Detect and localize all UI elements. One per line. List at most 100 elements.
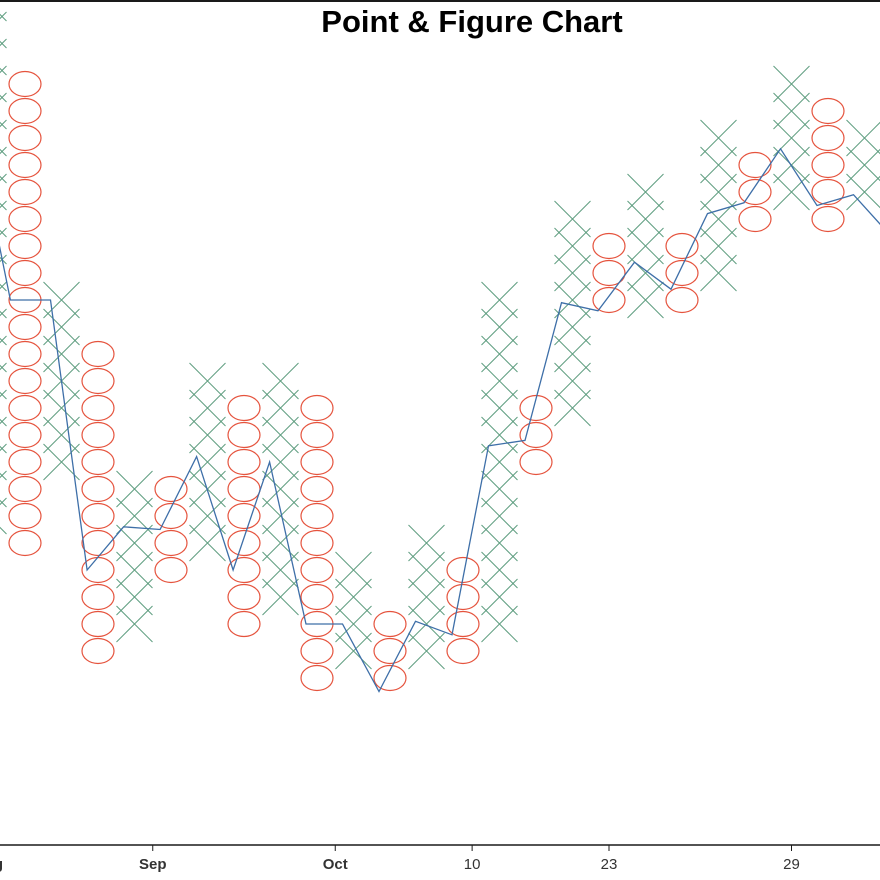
x-axis-ticks: AugSepOct102329Nov21 bbox=[0, 845, 800, 873]
x-mark bbox=[0, 416, 7, 454]
o-mark bbox=[8, 259, 42, 287]
o-mark bbox=[81, 529, 115, 557]
x-mark bbox=[481, 389, 518, 427]
o-mark bbox=[81, 448, 115, 476]
x-mark bbox=[189, 416, 226, 454]
o-mark bbox=[227, 394, 261, 422]
o-mark bbox=[300, 637, 334, 665]
x-mark bbox=[0, 92, 7, 130]
o-mark bbox=[592, 286, 626, 314]
x-tick-label: 10 bbox=[464, 856, 481, 873]
o-mark bbox=[300, 394, 334, 422]
o-mark bbox=[8, 313, 42, 341]
x-mark bbox=[554, 335, 591, 373]
o-mark bbox=[81, 610, 115, 638]
o-mark bbox=[300, 556, 334, 584]
o-mark bbox=[665, 259, 699, 287]
x-mark bbox=[481, 470, 518, 508]
o-mark bbox=[227, 529, 261, 557]
x-mark bbox=[554, 200, 591, 238]
x-mark bbox=[627, 200, 664, 238]
o-mark bbox=[738, 178, 772, 206]
x-mark bbox=[481, 335, 518, 373]
o-mark bbox=[8, 448, 42, 476]
x-mark bbox=[262, 524, 299, 562]
o-mark bbox=[227, 502, 261, 530]
x-mark bbox=[262, 362, 299, 400]
o-mark bbox=[81, 421, 115, 449]
x-mark bbox=[773, 65, 810, 103]
o-mark bbox=[154, 502, 188, 530]
o-mark bbox=[227, 556, 261, 584]
x-mark bbox=[554, 254, 591, 292]
x-mark bbox=[0, 497, 7, 535]
x-mark bbox=[554, 389, 591, 427]
o-mark bbox=[8, 340, 42, 368]
o-mark bbox=[8, 70, 42, 98]
o-mark bbox=[8, 151, 42, 179]
x-mark bbox=[700, 119, 737, 157]
x-mark bbox=[773, 92, 810, 130]
x-mark bbox=[262, 443, 299, 481]
x-mark bbox=[408, 524, 445, 562]
o-mark bbox=[227, 583, 261, 611]
o-mark bbox=[592, 259, 626, 287]
x-mark bbox=[0, 173, 7, 211]
x-mark bbox=[700, 146, 737, 184]
o-mark bbox=[8, 475, 42, 503]
o-mark bbox=[154, 475, 188, 503]
o-mark bbox=[227, 475, 261, 503]
x-mark bbox=[335, 578, 372, 616]
o-mark bbox=[154, 529, 188, 557]
o-mark bbox=[519, 421, 553, 449]
chart-title: Point & Figure Chart bbox=[321, 4, 623, 39]
x-mark bbox=[262, 497, 299, 535]
o-mark bbox=[8, 502, 42, 530]
x-mark bbox=[43, 335, 80, 373]
o-mark bbox=[8, 205, 42, 233]
x-mark bbox=[262, 389, 299, 427]
x-mark bbox=[700, 173, 737, 211]
x-mark bbox=[116, 470, 153, 508]
x-mark bbox=[43, 389, 80, 427]
x-mark bbox=[262, 416, 299, 454]
o-mark bbox=[738, 205, 772, 233]
o-mark bbox=[300, 502, 334, 530]
x-mark bbox=[0, 119, 7, 157]
x-mark bbox=[0, 443, 7, 481]
o-mark bbox=[446, 637, 480, 665]
o-mark bbox=[8, 529, 42, 557]
x-mark bbox=[846, 173, 880, 211]
o-mark bbox=[446, 583, 480, 611]
o-mark bbox=[81, 583, 115, 611]
x-mark bbox=[0, 281, 7, 319]
x-mark bbox=[43, 416, 80, 454]
o-mark bbox=[300, 421, 334, 449]
x-mark bbox=[0, 254, 7, 292]
o-mark bbox=[373, 637, 407, 665]
x-mark bbox=[481, 416, 518, 454]
x-mark bbox=[0, 389, 7, 427]
o-mark bbox=[81, 367, 115, 395]
o-mark bbox=[227, 610, 261, 638]
x-mark bbox=[627, 173, 664, 211]
o-mark bbox=[154, 556, 188, 584]
o-mark bbox=[300, 529, 334, 557]
x-mark bbox=[116, 578, 153, 616]
o-mark bbox=[811, 205, 845, 233]
x-mark bbox=[262, 578, 299, 616]
o-mark bbox=[592, 232, 626, 260]
x-mark bbox=[262, 470, 299, 508]
x-mark bbox=[481, 551, 518, 589]
x-mark bbox=[0, 470, 7, 508]
x-mark bbox=[0, 335, 7, 373]
o-mark bbox=[811, 97, 845, 125]
x-mark bbox=[189, 389, 226, 427]
x-mark bbox=[481, 605, 518, 643]
o-mark bbox=[81, 394, 115, 422]
x-mark bbox=[0, 38, 7, 76]
o-mark bbox=[8, 421, 42, 449]
x-mark bbox=[43, 281, 80, 319]
x-mark bbox=[408, 551, 445, 589]
o-mark bbox=[81, 340, 115, 368]
